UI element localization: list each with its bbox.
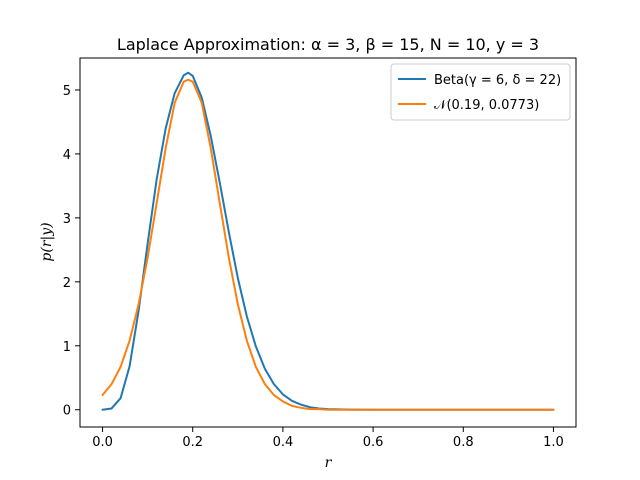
- y-tick-label: 2: [63, 276, 71, 291]
- y-tick-label: 4: [63, 148, 71, 163]
- series-line-normal: [101, 78, 555, 411]
- legend-box: [390, 63, 571, 121]
- y-tick-label: 3: [63, 212, 71, 227]
- x-axis-label: r: [325, 455, 333, 471]
- legend: Beta(γ = 6, δ = 22) 𝒩(0.19, 0.0773): [390, 63, 571, 121]
- y-tick-label: 1: [63, 340, 71, 355]
- y-tick-label: 5: [63, 84, 71, 99]
- legend-label-beta: Beta(γ = 6, δ = 22): [434, 73, 561, 88]
- plot-frame: [79, 57, 577, 428]
- legend-label-normal: 𝒩(0.19, 0.0773): [434, 98, 539, 113]
- x-tick-label: 1.0: [543, 435, 564, 450]
- series-layer: [101, 71, 555, 411]
- y-axis-ticks: 0 1 2 3 4 5: [63, 84, 80, 419]
- chart-title: Laplace Approximation: α = 3, β = 15, N …: [117, 35, 539, 54]
- y-axis-label: p(r|y): [39, 222, 55, 261]
- x-tick-label: 0.0: [92, 435, 113, 450]
- x-tick-label: 0.4: [273, 435, 294, 450]
- x-tick-label: 0.8: [453, 435, 474, 450]
- y-tick-label: 0: [63, 404, 71, 419]
- x-tick-label: 0.6: [363, 435, 384, 450]
- x-axis-ticks: 0.0 0.2 0.4 0.6 0.8 1.0: [92, 427, 564, 450]
- x-tick-label: 0.2: [182, 435, 203, 450]
